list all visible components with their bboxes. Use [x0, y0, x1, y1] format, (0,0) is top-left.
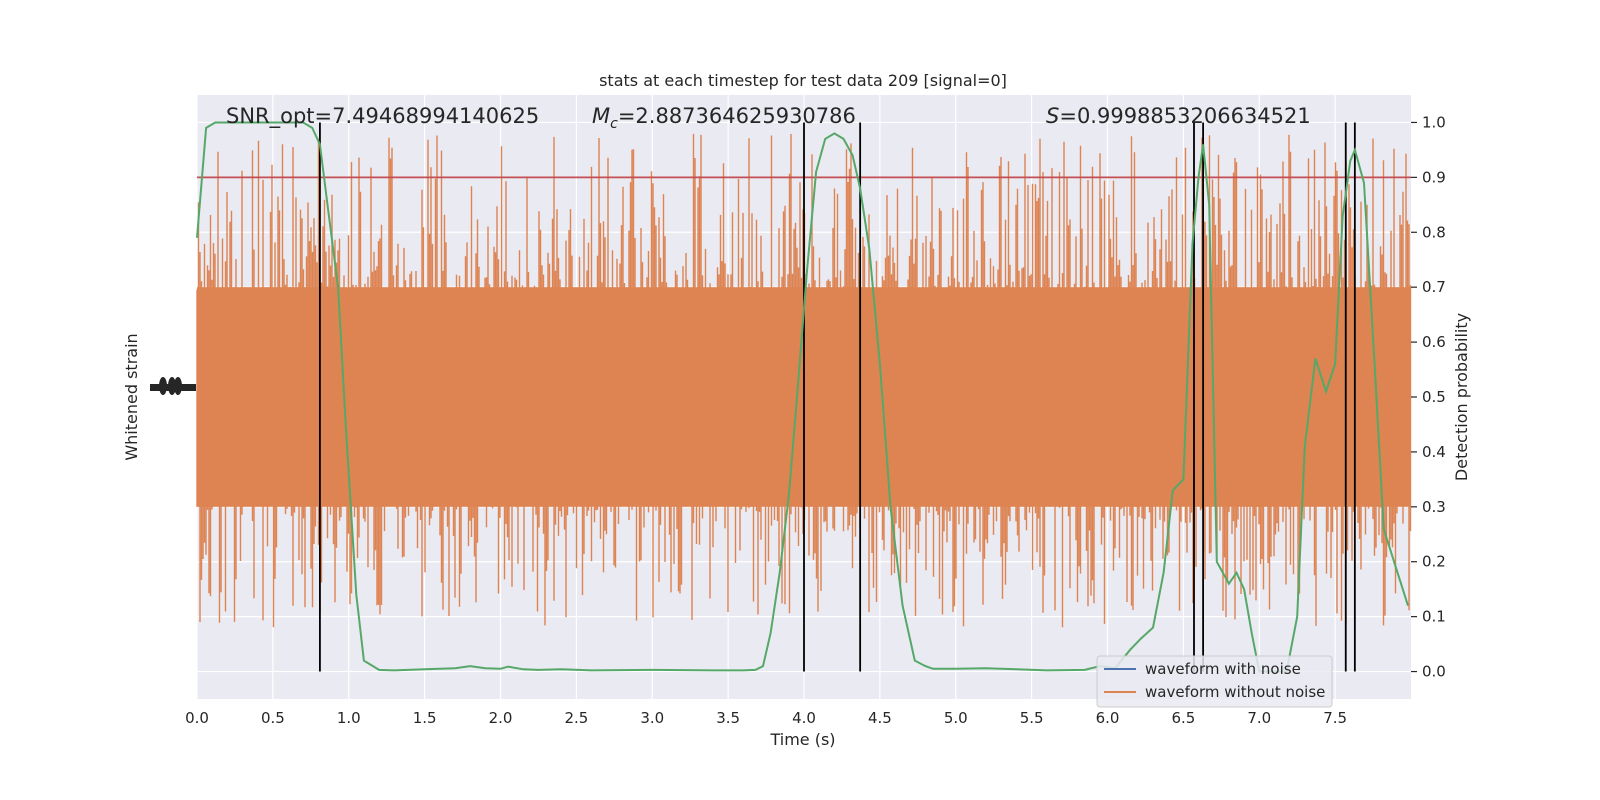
right-tick-label: 0.7: [1422, 278, 1446, 296]
right-tick-label: 0.1: [1422, 608, 1446, 626]
x-tick-label: 4.0: [792, 709, 816, 727]
x-tick-label: 3.0: [640, 709, 664, 727]
left-axis-ticks: [150, 377, 196, 395]
x-tick-label: 3.5: [716, 709, 740, 727]
right-tick-label: 0.5: [1422, 388, 1446, 406]
left-tick-glyph: [168, 377, 176, 395]
right-tick-label: 0.6: [1422, 333, 1446, 351]
legend-label-noise: waveform with noise: [1145, 660, 1301, 678]
chirp-mass-annotation: Mc=2.887364625930786: [592, 104, 856, 132]
snr-annotation: SNR_opt=7.49468994140625: [226, 104, 539, 129]
x-tick-label: 2.0: [489, 709, 513, 727]
x-tick-label: 2.5: [564, 709, 588, 727]
x-tick-label: 1.5: [413, 709, 437, 727]
x-tick-label: 0.0: [185, 709, 209, 727]
chirp-mass-value: =2.887364625930786: [618, 104, 856, 128]
right-tick-label: 0.8: [1422, 223, 1446, 241]
left-axis-label: Whitened strain: [122, 333, 141, 460]
right-axis-label: Detection probability: [1452, 313, 1471, 481]
score-value: =0.9998853206634521: [1059, 104, 1310, 128]
detection-markers: [319, 122, 1356, 672]
chirp-mass-symbol: M: [592, 104, 610, 128]
x-tick-label: 7.5: [1323, 709, 1347, 727]
x-tick-label: 5.5: [1020, 709, 1044, 727]
score-symbol: S: [1046, 104, 1059, 128]
right-axis-ticks: 0.0 0.1 0.2 0.3 0.4 0.5 0.6 0.7 0.8 0.9 1.0: [1411, 113, 1446, 681]
legend: waveform with noise waveform without noi…: [1096, 655, 1333, 708]
x-axis-ticks: 0.0 0.5 1.0 1.5 2.0 2.5 3.0 3.5 4.0 4.5 5.0 5.5 6.0 6…: [185, 709, 1347, 727]
x-axis-label: Time (s): [769, 730, 835, 749]
right-tick-label: 0.0: [1422, 663, 1446, 681]
x-tick-label: 1.0: [337, 709, 361, 727]
right-tick-label: 0.2: [1422, 553, 1446, 571]
left-tick-glyph: [159, 377, 167, 395]
strain-spikes: [196, 133, 1412, 628]
x-tick-label: 7.0: [1247, 709, 1271, 727]
legend-label-clean: waveform without noise: [1145, 683, 1325, 701]
chirp-mass-subscript: c: [610, 116, 618, 132]
x-tick-label: 5.0: [944, 709, 968, 727]
x-tick-label: 6.0: [1096, 709, 1120, 727]
x-tick-label: 4.5: [868, 709, 892, 727]
x-tick-label: 0.5: [261, 709, 285, 727]
x-tick-label: 6.5: [1171, 709, 1195, 727]
right-tick-label: 0.3: [1422, 498, 1446, 516]
left-tick-glyph: [174, 377, 182, 395]
right-tick-label: 0.4: [1422, 443, 1446, 461]
right-tick-label: 1.0: [1422, 113, 1446, 131]
legend-box: [1096, 655, 1333, 708]
right-tick-label: 0.9: [1422, 168, 1446, 186]
score-annotation: S=0.9998853206634521: [1046, 104, 1311, 128]
chart-title: stats at each timestep for test data 209…: [599, 71, 1007, 90]
